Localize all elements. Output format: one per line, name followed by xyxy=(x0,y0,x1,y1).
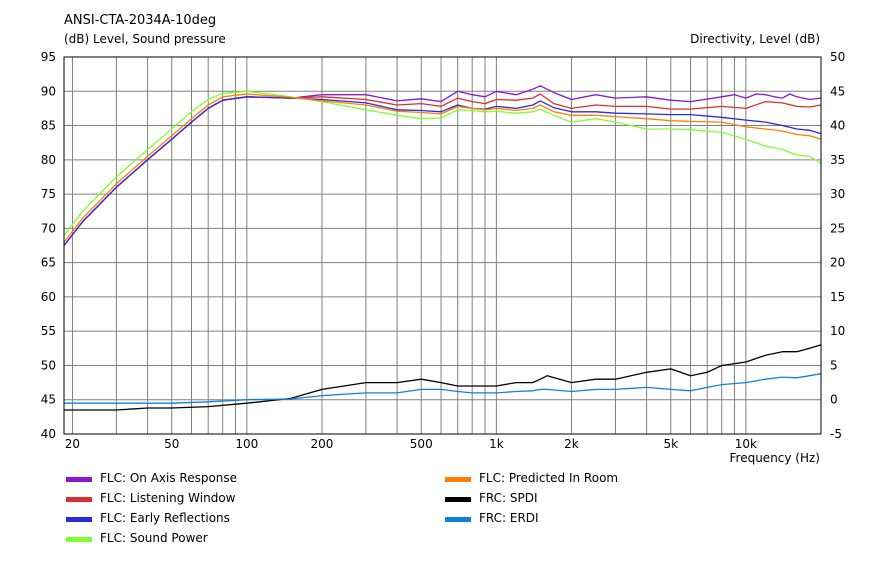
legend-swatch xyxy=(66,497,92,502)
x-axis-label: Frequency (Hz) xyxy=(730,451,821,465)
y2-tick-label: 45 xyxy=(830,84,845,98)
legend-swatch xyxy=(445,517,471,522)
x-tick-label: 10k xyxy=(735,437,757,451)
y2-tick-label: 30 xyxy=(830,187,845,201)
y-tick-label: 85 xyxy=(41,119,56,133)
series-line-flc-sound-power xyxy=(63,90,822,236)
legend-item: FLC: Predicted In Room xyxy=(445,471,618,485)
y2-tick-label: 15 xyxy=(830,290,845,304)
legend-item: FRC: SPDI xyxy=(445,491,538,505)
series-line-frc-spdi xyxy=(64,344,822,411)
legend-item: FLC: Listening Window xyxy=(66,491,236,505)
y-tick-label: 45 xyxy=(41,393,56,407)
x-tick-label: 20 xyxy=(65,437,80,451)
legend-label: FLC: Listening Window xyxy=(100,491,236,505)
series-group xyxy=(63,85,822,411)
series-line-frc-erdi xyxy=(64,373,822,404)
legend-swatch xyxy=(66,517,92,522)
legend-item: FLC: Early Reflections xyxy=(66,511,230,525)
y2-tick-label: -5 xyxy=(830,427,842,441)
y2-tick-label: 5 xyxy=(830,358,838,372)
x-tick-label: 100 xyxy=(235,437,258,451)
legend-label: FLC: Sound Power xyxy=(100,531,208,545)
x-ticks: 20 50 100 200 500 1k 2k 5k 10k xyxy=(65,437,757,451)
x-tick-label: 2k xyxy=(564,437,579,451)
x-tick-label: 500 xyxy=(410,437,433,451)
legend: FLC: On Axis Response FLC: Listening Wind… xyxy=(66,471,618,545)
y2-tick-label: 40 xyxy=(830,119,845,133)
series-line-flc-predicted-in-room xyxy=(63,93,822,243)
y-axis-label: (dB) Level, Sound pressure xyxy=(64,32,226,46)
legend-item: FLC: On Axis Response xyxy=(66,471,237,485)
legend-swatch xyxy=(66,477,92,482)
x-tick-label: 200 xyxy=(311,437,334,451)
y2-tick-label: 25 xyxy=(830,221,845,235)
plot-frame xyxy=(63,56,822,435)
y2-axis-label: Directivity, Level (dB) xyxy=(690,32,820,46)
y-tick-label: 70 xyxy=(41,221,56,235)
x-tick-label: 1k xyxy=(489,437,504,451)
y2-tick-label: 0 xyxy=(830,393,838,407)
y-tick-label: 80 xyxy=(41,153,56,167)
chart-title: ANSI-CTA-2034A-10deg xyxy=(64,13,216,28)
y2-tick-label: 50 xyxy=(830,50,845,64)
legend-label: FRC: SPDI xyxy=(479,491,538,505)
y-tick-label: 75 xyxy=(41,187,56,201)
y-ticks: 40 45 50 55 60 65 70 75 80 85 90 95 xyxy=(41,50,56,441)
y-tick-label: 40 xyxy=(41,427,56,441)
legend-item: FRC: ERDI xyxy=(445,511,539,525)
y-tick-label: 65 xyxy=(41,256,56,270)
y-tick-label: 50 xyxy=(41,358,56,372)
legend-label: FLC: Early Reflections xyxy=(100,511,230,525)
x-tick-label: 50 xyxy=(164,437,179,451)
y2-tick-label: 10 xyxy=(830,324,845,338)
legend-label: FRC: ERDI xyxy=(479,511,539,525)
y2-ticks: -5 0 5 10 15 20 25 30 35 40 45 50 xyxy=(830,50,845,441)
grid xyxy=(64,57,821,434)
legend-label: FLC: Predicted In Room xyxy=(479,471,618,485)
y-tick-label: 60 xyxy=(41,290,56,304)
x-tick-label: 5k xyxy=(663,437,678,451)
y2-tick-label: 35 xyxy=(830,153,845,167)
y-tick-label: 95 xyxy=(41,50,56,64)
y-tick-label: 55 xyxy=(41,324,56,338)
legend-swatch xyxy=(445,497,471,502)
y2-tick-label: 20 xyxy=(830,256,845,270)
legend-swatch xyxy=(445,477,471,482)
legend-swatch xyxy=(66,537,92,542)
legend-item: FLC: Sound Power xyxy=(66,531,208,545)
y-tick-label: 90 xyxy=(41,84,56,98)
series-line-flc-early-reflections xyxy=(63,96,822,246)
legend-label: FLC: On Axis Response xyxy=(100,471,237,485)
